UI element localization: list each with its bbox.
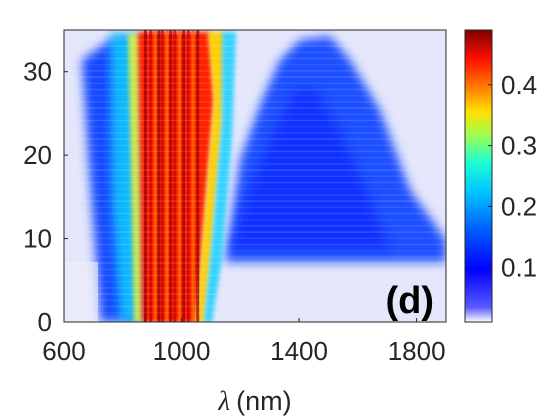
band-right-edge-yellow (196, 32, 224, 322)
streak-line (64, 57, 446, 60)
horizontal-streaks (64, 33, 446, 314)
y-tick-label: 30 (23, 57, 52, 87)
colorbar-tick-label: 0.1 (501, 252, 537, 282)
streak-line (64, 268, 446, 270)
streak-line (64, 200, 446, 202)
y-tick-label: 20 (23, 140, 52, 170)
streak-line (64, 119, 446, 122)
plot-area (63, 29, 447, 323)
x-axis-label-symbol: λ (217, 386, 230, 416)
x-tick-label: 1800 (388, 336, 446, 366)
band-fringe (153, 30, 157, 322)
band-right-edge-cyan (204, 32, 236, 322)
band-fringe (182, 30, 186, 322)
streak-line (64, 132, 446, 134)
streak-line (64, 281, 446, 283)
colorbar-tick-label: 0.4 (501, 70, 537, 100)
streak-line (64, 39, 446, 41)
colorbar-gradient (465, 30, 492, 322)
streak-line (64, 82, 446, 84)
band-fringe (196, 30, 200, 322)
band-fringe (173, 30, 177, 322)
band-fringe (169, 30, 173, 322)
streak-line (64, 305, 446, 308)
streak-line (64, 126, 446, 128)
streak-line (64, 231, 446, 233)
streak-line (64, 138, 446, 140)
streak-line (64, 64, 446, 66)
band-fringe (157, 30, 161, 322)
streak-line (64, 70, 446, 72)
streak-line (64, 181, 446, 184)
streak-line (64, 243, 446, 246)
right-wing-inner (230, 90, 390, 250)
band-fringe (178, 30, 182, 322)
streak-line (64, 101, 446, 103)
x-tick-label: 600 (42, 336, 85, 366)
streak-line (64, 188, 446, 190)
streak-line (64, 262, 446, 264)
streak-line (64, 274, 446, 277)
streak-line (64, 299, 446, 301)
streak-line (64, 250, 446, 252)
streak-line (64, 95, 446, 97)
colorbar-tick-label: 0.3 (501, 131, 537, 161)
colorbar-frame (464, 29, 493, 323)
band-stripes (143, 30, 200, 322)
streak-line (64, 33, 446, 35)
y-axis: 0 10 20 30 (23, 57, 68, 337)
streak-line (64, 219, 446, 221)
streak-line (64, 169, 446, 171)
band-fringe (186, 30, 190, 322)
x-tick-label: 1000 (153, 336, 211, 366)
streak-line (64, 76, 446, 78)
y-tick-label: 0 (38, 307, 52, 337)
streak-line (64, 312, 446, 314)
band-fringe (165, 30, 169, 322)
x-axis-label: λ (nm) (217, 386, 291, 416)
band-fringe (191, 30, 195, 322)
lower-left-white-region (64, 262, 98, 322)
y-tick-label: 10 (23, 224, 52, 254)
colorbar-tick-label: 0.2 (501, 191, 537, 221)
colorbar-ticks: 0.1 0.2 0.3 0.4 (488, 70, 537, 282)
x-tick-label: 1400 (270, 336, 328, 366)
streak-line (64, 175, 446, 177)
plot-frame (63, 29, 447, 323)
streak-line (64, 194, 446, 196)
x-axis: 600 1000 1400 1800 (42, 318, 446, 366)
band-fringe (149, 30, 153, 322)
streak-line (64, 225, 446, 227)
streak-line (64, 157, 446, 159)
left-shoulder-yellow (128, 34, 142, 322)
streak-line (64, 144, 446, 146)
heatmap-field (64, 30, 446, 322)
streak-line (64, 88, 446, 91)
streak-line (64, 51, 446, 53)
streak-line (64, 256, 446, 258)
x-axis-label-unit: (nm) (236, 386, 292, 416)
band-fringe (143, 30, 147, 322)
streak-line (64, 113, 446, 115)
streak-line (64, 107, 446, 109)
band-fringe (160, 30, 164, 322)
streak-line (64, 150, 446, 153)
panel-label: (d) (385, 280, 434, 322)
streak-line (64, 237, 446, 239)
streak-line (64, 163, 446, 165)
colorbar: 0.1 0.2 0.3 0.4 (464, 29, 537, 323)
streak-line (64, 206, 446, 208)
streak-line (64, 45, 446, 47)
streak-line (64, 287, 446, 289)
streak-line (64, 293, 446, 295)
streak-line (64, 212, 446, 215)
